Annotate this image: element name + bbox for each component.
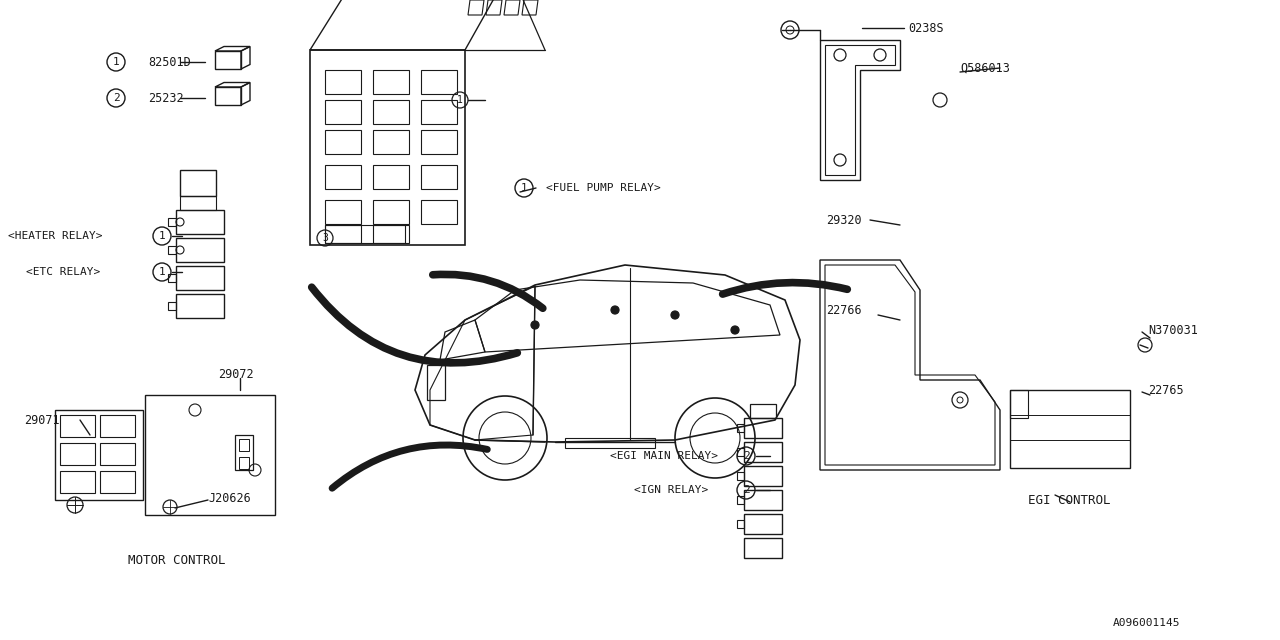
Text: 25232: 25232 — [148, 92, 183, 104]
Text: 1: 1 — [457, 95, 463, 105]
Text: <HEATER RELAY>: <HEATER RELAY> — [8, 231, 102, 241]
Text: Q586013: Q586013 — [960, 61, 1010, 74]
Bar — [100, 415, 134, 437]
Bar — [325, 100, 361, 124]
Circle shape — [731, 326, 739, 334]
Text: <IGN RELAY>: <IGN RELAY> — [634, 485, 708, 495]
Bar — [744, 490, 782, 510]
Text: 1: 1 — [159, 231, 165, 241]
Text: <ETC RELAY>: <ETC RELAY> — [26, 267, 100, 277]
Text: N370031: N370031 — [1148, 323, 1198, 337]
Bar — [177, 294, 224, 318]
Bar — [168, 302, 177, 310]
Bar — [428, 365, 445, 400]
Bar — [421, 200, 457, 224]
Text: 1: 1 — [113, 57, 119, 67]
Bar — [177, 238, 224, 262]
Bar — [168, 246, 177, 254]
Bar — [421, 165, 457, 189]
Bar — [737, 496, 744, 504]
Bar — [421, 130, 457, 154]
Bar — [239, 457, 250, 469]
Bar — [236, 435, 253, 470]
Bar — [421, 70, 457, 94]
Bar — [744, 418, 782, 438]
Bar — [744, 514, 782, 534]
Text: <EGI MAIN RELAY>: <EGI MAIN RELAY> — [611, 451, 718, 461]
Bar — [310, 50, 465, 245]
Bar — [180, 170, 216, 196]
Bar — [325, 200, 361, 224]
Text: 1: 1 — [521, 183, 527, 193]
Bar — [100, 471, 134, 493]
Text: 3: 3 — [323, 233, 328, 243]
Bar — [372, 200, 410, 224]
Bar — [744, 466, 782, 486]
Text: 2: 2 — [742, 451, 749, 461]
Text: 29320: 29320 — [826, 214, 861, 227]
Bar — [372, 70, 410, 94]
Circle shape — [611, 306, 620, 314]
Bar — [100, 443, 134, 465]
Bar — [1010, 390, 1028, 418]
Bar — [372, 225, 410, 243]
Text: 29072: 29072 — [218, 369, 253, 381]
Circle shape — [671, 311, 678, 319]
Bar — [325, 165, 361, 189]
Bar — [737, 520, 744, 528]
Text: 22766: 22766 — [826, 303, 861, 317]
Text: 29071: 29071 — [24, 413, 60, 426]
Bar — [737, 472, 744, 480]
Bar — [1010, 390, 1130, 468]
Bar — [564, 438, 655, 448]
Bar — [60, 471, 95, 493]
Bar — [168, 218, 177, 226]
Bar — [325, 225, 404, 243]
Bar — [239, 439, 250, 451]
Bar — [180, 196, 216, 210]
Bar — [55, 410, 143, 500]
Text: A096001145: A096001145 — [1112, 618, 1180, 628]
Text: MOTOR CONTROL: MOTOR CONTROL — [128, 554, 225, 566]
Bar — [421, 100, 457, 124]
Bar — [744, 442, 782, 462]
Bar — [372, 100, 410, 124]
Text: J20626: J20626 — [207, 492, 251, 504]
Bar — [177, 266, 224, 290]
Text: 22765: 22765 — [1148, 383, 1184, 397]
Bar — [372, 130, 410, 154]
Bar — [168, 274, 177, 282]
Bar — [737, 448, 744, 456]
Bar — [372, 165, 410, 189]
Bar — [177, 210, 224, 234]
Text: 2: 2 — [742, 485, 749, 495]
Circle shape — [531, 321, 539, 329]
Bar — [750, 404, 776, 418]
Text: 1: 1 — [159, 267, 165, 277]
Text: <FUEL PUMP RELAY>: <FUEL PUMP RELAY> — [547, 183, 660, 193]
Bar — [60, 415, 95, 437]
Bar — [325, 130, 361, 154]
Bar — [744, 538, 782, 558]
Bar — [325, 70, 361, 94]
Text: 2: 2 — [113, 93, 119, 103]
Bar — [737, 424, 744, 432]
Text: 82501D: 82501D — [148, 56, 191, 68]
Bar — [325, 225, 361, 243]
Text: EGI CONTROL: EGI CONTROL — [1028, 493, 1111, 506]
Text: 0238S: 0238S — [908, 22, 943, 35]
Bar — [60, 443, 95, 465]
